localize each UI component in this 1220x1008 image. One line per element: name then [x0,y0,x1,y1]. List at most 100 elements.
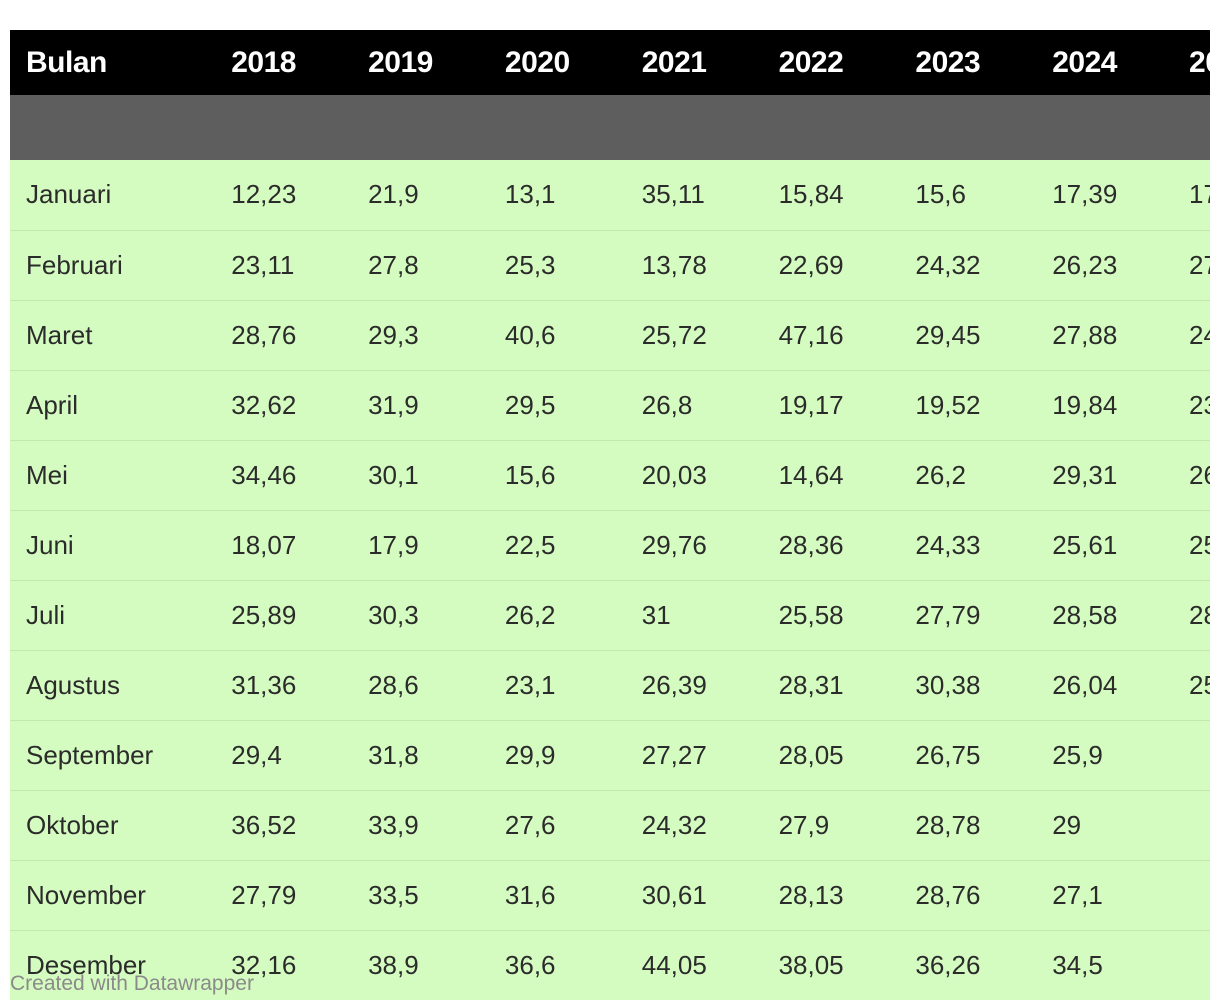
value-cell: 30,61 [625,859,763,930]
value-cell: 17,9 [352,509,489,580]
value-cell: 36,6 [488,929,626,1000]
header-divider [10,95,1210,160]
value-cell: 28,6 [352,649,489,720]
value-cell: 23,1 [488,649,626,720]
value-cell: 26,39 [625,649,763,720]
table-row: Juni18,0717,922,529,7628,3624,3325,6125,… [10,509,1210,580]
column-header-year: 2024 [1052,45,1117,79]
month-label-cell: Mei [10,439,216,510]
value-cell: 34,46 [215,439,353,510]
column-header-year: 2023 [915,45,981,79]
value-cell: 26,23 [1036,229,1174,300]
value-cell: 22,69 [762,229,900,300]
value-cell: 25,6 [1173,509,1210,580]
value-cell: 27,79 [899,579,1037,650]
month-label-cell: April [10,369,216,440]
value-cell: 29,5 [488,369,626,440]
value-cell: 27,88 [1036,299,1174,370]
value-cell [1173,859,1210,930]
value-cell: 27,79 [215,859,353,930]
datawrapper-credit: Created with Datawrapper [10,972,254,995]
column-header-year: 2019 [368,45,433,79]
value-cell: 27,8 [352,229,489,300]
value-cell: 25,61 [1036,509,1174,580]
value-cell: 38,05 [762,929,900,1000]
month-label-cell: Februari [10,229,216,300]
value-cell [1173,719,1210,790]
table-row: Desember 32,16 38,9 36,6 44,05 38,05 36,26 34,5 [10,929,1210,1000]
value-cell: 23,1 [1173,369,1210,440]
value-cell: 31,9 [352,369,489,440]
month-label-cell: September [10,719,216,790]
value-cell: 26,75 [899,719,1037,790]
value-cell: 15,6 [915,179,966,210]
table-header-row: Bulan 2018 2019 2020 2021 2022 2023 2024 2025 [10,30,1210,95]
column-header-month: Bulan [26,45,107,79]
value-cell: 24,32 [899,229,1037,300]
value-cell: 33,5 [352,859,489,930]
column-header-year: 2022 [778,45,844,79]
value-cell: 15,84 [778,179,844,210]
value-cell: 30,3 [352,579,489,650]
value-cell: 15,6 [488,439,626,510]
value-cell: 24,3 [1173,299,1210,370]
value-cell: 23,11 [215,229,353,300]
value-cell: 25,58 [762,579,900,650]
value-cell: 29,9 [488,719,626,790]
value-cell: 29,31 [1036,439,1174,510]
value-cell: 44,05 [625,929,763,1000]
value-cell: 19,52 [899,369,1037,440]
value-cell: 31,36 [215,649,353,720]
month-label-cell: Desember [10,929,216,1000]
value-cell: 18,07 [215,509,353,580]
value-cell: 26,04 [1036,649,1174,720]
value-cell: 32,62 [215,369,353,440]
column-header-year: 2025 [1189,45,1210,79]
value-cell [1173,929,1210,1000]
value-cell: 29,76 [625,509,763,580]
value-cell: 30,38 [899,649,1037,720]
value-cell: 28,36 [762,509,900,580]
value-cell: 28,78 [899,789,1037,860]
value-cell: 12,23 [231,179,297,210]
value-cell: 19,84 [1036,369,1174,440]
value-cell: 29 [1036,789,1174,860]
value-cell: 28,13 [762,859,900,930]
value-cell: 24,32 [625,789,763,860]
value-cell: 26,2 [899,439,1037,510]
value-cell: 27,1 [1036,859,1174,930]
value-cell: 27,9 [762,789,900,860]
month-label-cell: Oktober [10,789,216,860]
value-cell: 19,17 [762,369,900,440]
data-table: Bulan 2018 2019 2020 2021 2022 2023 2024 2025 Ja… [10,30,1210,1000]
value-cell: 36,26 [899,929,1037,1000]
value-cell: 13,1 [504,179,556,210]
value-cell: 26,8 [625,369,763,440]
table-row: November 27,79 33,5 31,6 30,61 28,13 28,76 27,1 [10,859,1210,930]
value-cell: 25,3 [488,229,626,300]
value-cell: 28,31 [762,649,900,720]
value-cell: 33,9 [352,789,489,860]
column-header-year: 2021 [641,45,707,79]
value-cell: 31,6 [488,859,626,930]
value-cell: 30,1 [352,439,489,510]
value-cell: 25,5 [1173,649,1210,720]
value-cell [1173,789,1210,860]
table-row: September 29,4 31,8 29,9 27,27 28,05 26,75 25,9 [10,719,1210,790]
value-cell: 22,5 [488,509,626,580]
month-label-cell: Agustus [10,649,216,720]
value-cell: 38,9 [352,929,489,1000]
value-cell: 26,3 [1173,439,1210,510]
table-row: Maret28,7629,340,625,7247,1629,4527,8824… [10,299,1210,370]
value-cell: 21,9 [368,179,419,210]
data-table-container: Bulan 2018 2019 2020 2021 2022 2023 2024 2025 Ja… [10,30,1210,1000]
value-cell: 40,6 [488,299,626,370]
value-cell: 36,52 [215,789,353,860]
month-label-cell: Januari [26,179,112,210]
value-cell: 27,27 [625,719,763,790]
value-cell: 47,16 [762,299,900,370]
table-row: Oktober 36,52 33,9 27,6 24,32 27,9 28,78 29 [10,789,1210,860]
value-cell: 28,76 [899,859,1037,930]
value-cell: 28,1 [1173,579,1210,650]
